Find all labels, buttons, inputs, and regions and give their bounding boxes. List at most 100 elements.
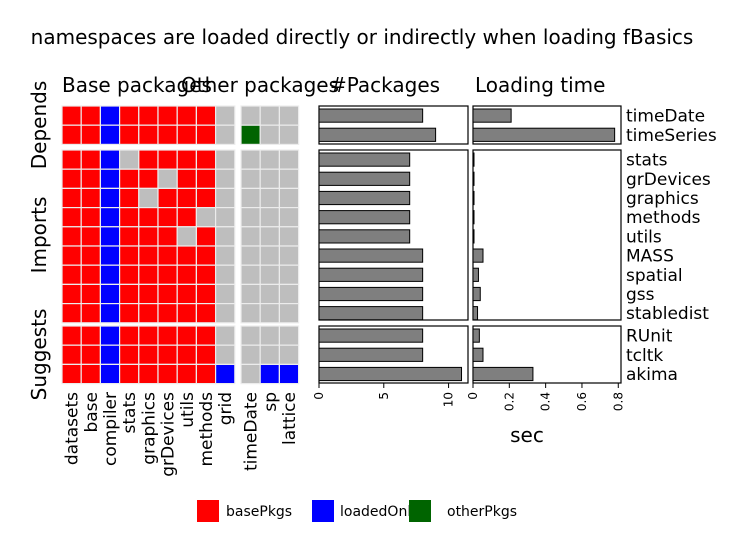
heatmap-cell (61, 124, 82, 145)
heatmap-cell (259, 344, 281, 366)
heatmap-cell (259, 264, 281, 286)
time-bar (472, 347, 484, 362)
heatmap-cell (138, 207, 159, 228)
count-panel-border (318, 105, 469, 145)
base-column-label: stats (120, 392, 140, 434)
heatmap-cell (61, 303, 82, 324)
heatmap-cell (195, 187, 217, 209)
package-label: grDevices (626, 170, 711, 190)
heatmap-cell (99, 245, 121, 266)
time-bar (472, 171, 475, 186)
heatmap-cell (195, 207, 217, 228)
heatmap-cell (215, 105, 236, 126)
heatmap-cell (176, 264, 197, 286)
heatmap-cell (99, 207, 121, 228)
heatmap-cell (80, 207, 101, 228)
base-column-label: grid (216, 392, 236, 425)
heatmap-cell (215, 226, 236, 247)
heatmap-cell (61, 207, 82, 228)
count-bar (318, 229, 411, 244)
heatmap-cell (176, 303, 197, 324)
heatmap-cell (278, 124, 300, 145)
heatmap-cell (157, 187, 178, 209)
base-column-label: datasets (63, 392, 83, 465)
heatmap-cell (240, 344, 261, 366)
heatmap-cell (118, 149, 140, 170)
heatmap-cell (278, 303, 300, 324)
heatmap-cell (278, 226, 300, 247)
heatmap-cell (215, 283, 236, 305)
other-column-label: timeDate (242, 392, 262, 471)
heatmap-cell (138, 149, 159, 170)
heatmap-cell (80, 245, 101, 266)
package-label: gss (626, 285, 655, 305)
time-bar (472, 267, 479, 282)
count-bar (318, 306, 424, 321)
heatmap-cell (80, 264, 101, 286)
time-axis-tick-label: 0.2 (502, 392, 516, 411)
heatmap-cell (176, 344, 197, 366)
heatmap-cell (61, 344, 82, 366)
heatmap-cell (195, 149, 217, 170)
heatmap-cell (118, 168, 140, 189)
heatmap-cell (118, 207, 140, 228)
heatmap-cell (215, 245, 236, 266)
count-bar (318, 108, 424, 123)
count-bar (318, 328, 424, 343)
base-column-label: graphics (139, 392, 159, 465)
base-column-label: grDevices (159, 392, 179, 477)
heatmap-cell (157, 124, 178, 145)
legend-swatch (197, 500, 219, 522)
count-bar (318, 366, 463, 382)
heatmap-cell (157, 325, 178, 346)
heatmap-cell (99, 124, 121, 145)
heatmap-cell (157, 105, 178, 126)
heatmap-cell (195, 226, 217, 247)
heatmap-cell (157, 226, 178, 247)
heatmap-cell (157, 149, 178, 170)
heatmap-cell (138, 187, 159, 209)
heatmap-cell (99, 325, 121, 346)
heatmap-cell (240, 245, 261, 266)
heatmap-cell (259, 207, 281, 228)
heatmap-cell (259, 168, 281, 189)
heatmap-cell (240, 124, 261, 145)
heatmap-cell (215, 124, 236, 145)
heatmap-cell (80, 283, 101, 305)
package-label: MASS (626, 247, 674, 267)
heatmap-cell (80, 105, 101, 126)
heatmap-cell (176, 168, 197, 189)
heatmap-cell (118, 124, 140, 145)
heatmap-cell (240, 363, 261, 385)
count-bar (318, 171, 411, 186)
heatmap-cell (118, 303, 140, 324)
package-label: akima (626, 365, 678, 385)
heatmap-cell (99, 303, 121, 324)
heatmap-cell (176, 124, 197, 145)
heatmap-cell (195, 283, 217, 305)
heatmap-cell (195, 168, 217, 189)
time-bar (472, 190, 475, 206)
heatmap-cell (176, 226, 197, 247)
package-label: graphics (626, 189, 699, 209)
heatmap-cell (138, 226, 159, 247)
heatmap-cell (240, 325, 261, 346)
heatmap-cell (138, 245, 159, 266)
legend-label: basePkgs (226, 504, 292, 520)
heatmap-cell (99, 226, 121, 247)
count-bar (318, 286, 424, 302)
heatmap-cell (99, 105, 121, 126)
count-bar (318, 190, 411, 206)
heatmap-cell (80, 226, 101, 247)
legend-swatch (409, 500, 431, 522)
heatmap-cell (61, 283, 82, 305)
heatmap-cell (176, 207, 197, 228)
count-bar (318, 152, 411, 167)
heatmap-cell (259, 303, 281, 324)
time-panel-border (472, 105, 622, 145)
heatmap-cell (259, 124, 281, 145)
time-axis-tick-label: 0.6 (575, 392, 589, 411)
heatmap-cell (61, 105, 82, 126)
time-bar (472, 127, 616, 142)
heatmap-cell (195, 264, 217, 286)
